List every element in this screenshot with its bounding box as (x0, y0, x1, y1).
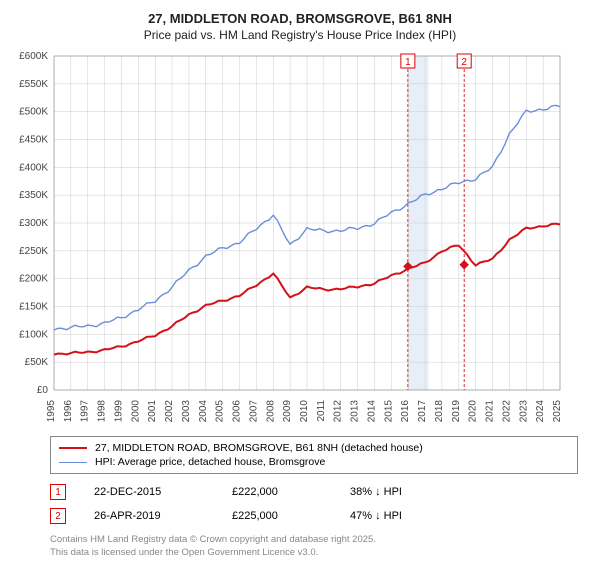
svg-text:2010: 2010 (299, 400, 310, 423)
legend-swatch (59, 447, 87, 449)
chart-subtitle: Price paid vs. HM Land Registry's House … (10, 28, 590, 42)
svg-text:£150K: £150K (19, 302, 48, 313)
sale-price: £225,000 (232, 510, 322, 522)
chart-area: £0 £50K £100K £150K £200K £250K £300K £350K £400… (10, 50, 570, 430)
svg-text:2014: 2014 (366, 400, 377, 423)
svg-text:2003: 2003 (181, 400, 192, 423)
legend-item: HPI: Average price, detached house, Brom… (59, 455, 569, 469)
legend-swatch (59, 462, 87, 463)
svg-text:2012: 2012 (333, 400, 344, 423)
svg-text:2001: 2001 (147, 400, 158, 423)
svg-text:£450K: £450K (19, 135, 48, 146)
svg-text:£600K: £600K (19, 51, 48, 62)
sale-marker: 2 (50, 508, 66, 524)
svg-text:2006: 2006 (232, 400, 243, 423)
svg-text:£250K: £250K (19, 246, 48, 257)
svg-text:2019: 2019 (451, 400, 462, 423)
svg-text:2: 2 (461, 57, 467, 68)
svg-text:£200K: £200K (19, 274, 48, 285)
chart-title: 27, MIDDLETON ROAD, BROMSGROVE, B61 8NH (10, 10, 590, 28)
svg-text:2015: 2015 (383, 400, 394, 423)
footer-line-2: This data is licensed under the Open Gov… (50, 547, 578, 559)
svg-text:1998: 1998 (97, 400, 108, 423)
legend-item: 27, MIDDLETON ROAD, BROMSGROVE, B61 8NH … (59, 441, 569, 455)
footer-attribution: Contains HM Land Registry data © Crown c… (50, 534, 578, 559)
sale-marker: 1 (50, 484, 66, 500)
svg-text:2013: 2013 (350, 400, 361, 423)
svg-text:2020: 2020 (468, 400, 479, 423)
svg-text:£350K: £350K (19, 190, 48, 201)
svg-text:2009: 2009 (282, 400, 293, 423)
svg-text:1995: 1995 (46, 400, 57, 423)
sale-row: 2 26-APR-2019 £225,000 47% ↓ HPI (50, 504, 578, 528)
svg-text:2016: 2016 (400, 400, 411, 423)
svg-text:2007: 2007 (248, 400, 259, 423)
svg-text:2024: 2024 (535, 400, 546, 423)
svg-text:2023: 2023 (518, 400, 529, 423)
sale-date: 26-APR-2019 (94, 510, 204, 522)
svg-text:1: 1 (405, 57, 411, 68)
svg-text:£550K: £550K (19, 79, 48, 90)
svg-text:2002: 2002 (164, 400, 175, 423)
sale-row: 1 22-DEC-2015 £222,000 38% ↓ HPI (50, 480, 578, 504)
legend: 27, MIDDLETON ROAD, BROMSGROVE, B61 8NH … (50, 436, 578, 474)
svg-text:2025: 2025 (552, 400, 563, 423)
svg-text:£0: £0 (37, 385, 49, 396)
svg-text:£100K: £100K (19, 330, 48, 341)
svg-text:2008: 2008 (265, 400, 276, 423)
svg-text:2004: 2004 (198, 400, 209, 423)
svg-text:1999: 1999 (113, 400, 124, 423)
svg-text:1996: 1996 (63, 400, 74, 423)
svg-text:1997: 1997 (80, 400, 91, 423)
sale-diff: 47% ↓ HPI (350, 510, 402, 522)
svg-text:2018: 2018 (434, 400, 445, 423)
footer-line-1: Contains HM Land Registry data © Crown c… (50, 534, 578, 546)
svg-text:2011: 2011 (316, 400, 327, 422)
sale-date: 22-DEC-2015 (94, 486, 204, 498)
sale-price: £222,000 (232, 486, 322, 498)
svg-text:£400K: £400K (19, 163, 48, 174)
svg-text:£50K: £50K (25, 357, 49, 368)
sales-table: 1 22-DEC-2015 £222,000 38% ↓ HPI 2 26-APR-201… (50, 480, 578, 528)
svg-text:2021: 2021 (485, 400, 496, 423)
svg-text:£500K: £500K (19, 107, 48, 118)
legend-label: HPI: Average price, detached house, Brom… (95, 456, 325, 468)
svg-text:2022: 2022 (501, 400, 512, 423)
svg-text:£300K: £300K (19, 218, 48, 229)
svg-text:2017: 2017 (417, 400, 428, 423)
legend-label: 27, MIDDLETON ROAD, BROMSGROVE, B61 8NH … (95, 442, 423, 454)
svg-text:2005: 2005 (215, 400, 226, 423)
svg-text:2000: 2000 (130, 400, 141, 423)
sale-diff: 38% ↓ HPI (350, 486, 402, 498)
